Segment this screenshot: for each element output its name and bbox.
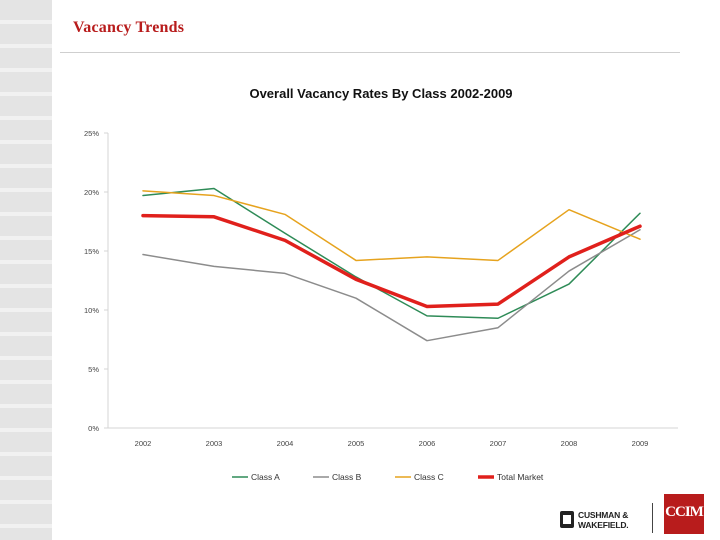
cw-logo-mark (560, 511, 574, 528)
x-tick-label: 2007 (490, 439, 507, 448)
legend-label: Total Market (497, 472, 544, 482)
y-axis: 0% 5% 10% 15% 20% 25% (84, 129, 109, 433)
legend-label: Class A (251, 472, 280, 482)
cw-logo-text: CUSHMAN & WAKEFIELD. (578, 510, 629, 530)
side-decorative-strip (0, 0, 52, 540)
y-tick-label: 5% (88, 365, 99, 374)
x-tick-label: 2005 (348, 439, 365, 448)
y-tick-label: 0% (88, 424, 99, 433)
series-line-class-b (142, 229, 641, 342)
x-tick-label: 2008 (561, 439, 578, 448)
legend-label: Class C (414, 472, 444, 482)
series-line-total-market (141, 213, 642, 309)
title-divider (60, 52, 680, 53)
x-tick-label: 2002 (135, 439, 152, 448)
legend-label: Class B (332, 472, 362, 482)
y-tick-label: 15% (84, 247, 99, 256)
y-tick-label: 20% (84, 188, 99, 197)
ccim-logo-text: CCIM (665, 504, 704, 520)
x-tick-label: 2003 (206, 439, 223, 448)
cushman-wakefield-logo: CUSHMAN & WAKEFIELD. (560, 509, 648, 531)
series-line-class-c (142, 190, 641, 262)
ccim-logo: CCIM (664, 494, 704, 534)
logo-divider (652, 503, 653, 533)
x-tick-label: 2009 (632, 439, 649, 448)
x-tick-label: 2006 (419, 439, 436, 448)
y-tick-label: 25% (84, 129, 99, 138)
x-tick-label: 2004 (277, 439, 294, 448)
chart-title: Overall Vacancy Rates By Class 2002-2009 (249, 86, 512, 101)
chart-legend: Class A Class B Class C Total Market (232, 472, 544, 482)
slide-title: Vacancy Trends (73, 19, 185, 36)
y-tick-label: 10% (84, 306, 99, 315)
x-axis: 2002 2003 2004 2005 2006 2007 2008 2009 (108, 427, 678, 448)
series-line-class-a (142, 187, 641, 320)
series-lines (141, 187, 642, 342)
